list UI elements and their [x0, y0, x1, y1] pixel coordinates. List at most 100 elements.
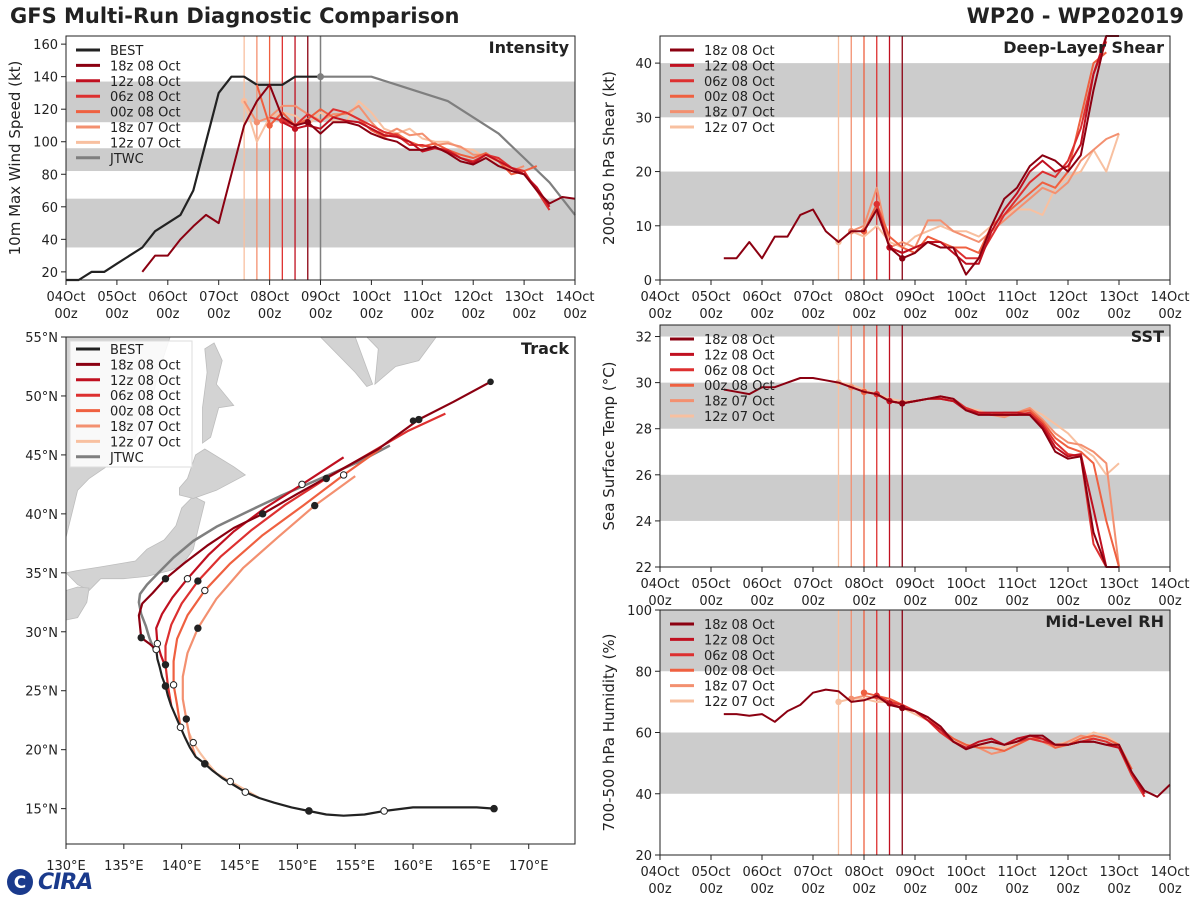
panel-intensity: 20 40 60 80 100 120 140 160 04Oct 00z 05Oct 00z 06Oc…: [6, 35, 595, 322]
panel-title: SST: [1131, 327, 1164, 346]
x-tick-label: 00z: [156, 307, 180, 322]
x-tick-label: 04Oct: [640, 290, 679, 305]
legend-label: 06z 08 Oct: [110, 389, 181, 404]
init-marker: [835, 698, 842, 706]
x-tick-label: 00z: [903, 307, 927, 322]
legend-label: 18z 08 Oct: [110, 59, 181, 74]
x-tick-label: 160°E: [393, 859, 433, 874]
x-tick-label: 00z: [750, 882, 774, 897]
y-tick-label: 22: [635, 561, 652, 576]
legend-label: 00z 08 Oct: [110, 405, 181, 420]
cira-logo-initial: C: [14, 873, 26, 893]
x-tick-label: 00z: [1107, 882, 1131, 897]
x-tick-label: 00z: [699, 882, 723, 897]
x-tick-label: 08Oct: [844, 290, 883, 305]
x-tick-label: 150°E: [278, 859, 318, 874]
x-tick-label: 14Oct: [1150, 290, 1189, 305]
x-tick-label: 00z: [1056, 307, 1080, 322]
x-tick-label: 06Oct: [148, 290, 187, 305]
x-tick-label: 00z: [1005, 594, 1029, 609]
y-tick-label: 40: [635, 788, 652, 803]
legend-label: 12z 07 Oct: [704, 410, 775, 425]
x-tick-label: 05Oct: [691, 577, 730, 592]
y-tick-label: 20: [41, 266, 58, 281]
y-tick-label: 50°N: [25, 390, 58, 405]
legend-label: 06z 08 Oct: [704, 75, 775, 90]
cira-logo-text: CIRA: [38, 870, 93, 895]
best-track-marker: [305, 807, 313, 815]
legend-label: JTWC: [109, 152, 144, 167]
legend-label: 00z 08 Oct: [704, 90, 775, 105]
legend-label: 18z 07 Oct: [110, 420, 181, 435]
legend-label: 00z 08 Oct: [704, 664, 775, 679]
y-tick-label: 24: [635, 515, 652, 530]
shade-band: [660, 382, 1170, 429]
x-tick-label: 12Oct: [1048, 577, 1087, 592]
track-marker: [189, 738, 197, 747]
legend-label: 12z 08 Oct: [110, 75, 181, 90]
x-tick-label: 06Oct: [742, 290, 781, 305]
series-line-18z-08-oct: [723, 688, 1171, 798]
track-marker: [226, 777, 234, 786]
x-tick-label: 00z: [258, 307, 282, 322]
land-mass: [66, 495, 206, 591]
x-tick-label: 00z: [54, 307, 78, 322]
x-tick-label: 00z: [1005, 882, 1029, 897]
land-mass: [66, 586, 90, 621]
x-tick-label: 00z: [852, 594, 876, 609]
x-tick-label: 09Oct: [895, 865, 934, 880]
x-tick-label: 12Oct: [1048, 290, 1087, 305]
y-tick-label: 120: [33, 103, 58, 118]
track-marker: [194, 624, 202, 632]
legend-label: 18z 08 Oct: [110, 358, 181, 373]
legend-label: 18z 08 Oct: [704, 618, 775, 633]
y-tick-label: 45°N: [25, 449, 58, 464]
x-tick-label: 00z: [1056, 882, 1080, 897]
x-tick-label: 155°E: [335, 859, 375, 874]
best-track-marker: [152, 645, 161, 654]
x-tick-label: 00z: [648, 882, 672, 897]
legend-label: JTWC: [109, 451, 144, 466]
panel-track: 15°N 20°N 25°N 30°N 35°N 40°N 45°N 50°N 55°N 130°…: [25, 331, 576, 874]
x-tick-label: 07Oct: [199, 290, 238, 305]
track-marker: [161, 575, 170, 583]
x-tick-label: 00z: [801, 307, 825, 322]
y-tick-label: 100: [627, 604, 652, 619]
land-mass: [202, 342, 235, 444]
x-tick-label: 09Oct: [895, 290, 934, 305]
x-tick-label: 08Oct: [250, 290, 289, 305]
x-tick-label: 00z: [462, 307, 486, 322]
x-tick-label: 145°E: [220, 859, 260, 874]
x-tick-label: 00z: [360, 307, 384, 322]
legend-label: BEST: [110, 343, 143, 358]
y-tick-label: 35°N: [25, 567, 58, 582]
shade-band: [660, 325, 1170, 337]
land-mass: [285, 337, 374, 387]
init-marker: [860, 689, 868, 696]
best-track: [155, 649, 495, 817]
y-tick-label: 30: [635, 111, 652, 126]
y-axis-label: 200-850 hPa Shear (kt): [600, 71, 618, 245]
y-tick-label: 140: [33, 71, 58, 86]
legend-label: 06z 08 Oct: [704, 364, 775, 379]
track-marker: [201, 586, 209, 595]
x-tick-label: 12Oct: [1048, 865, 1087, 880]
x-tick-label: 00z: [1056, 594, 1080, 609]
track-marker: [169, 681, 178, 689]
legend-label: 12z 08 Oct: [704, 633, 775, 648]
x-tick-label: 07Oct: [793, 577, 832, 592]
storm-id-title: WP20 - WP202019: [966, 4, 1184, 28]
x-tick-label: 06Oct: [742, 577, 781, 592]
x-tick-label: 00z: [903, 882, 927, 897]
x-tick-label: 04Oct: [46, 290, 85, 305]
x-tick-label: 135°E: [104, 859, 144, 874]
x-tick-label: 00z: [207, 307, 231, 322]
cira-logo: C CIRA: [4, 866, 104, 898]
init-marker: [291, 125, 299, 132]
legend-label: 18z 07 Oct: [704, 395, 775, 410]
